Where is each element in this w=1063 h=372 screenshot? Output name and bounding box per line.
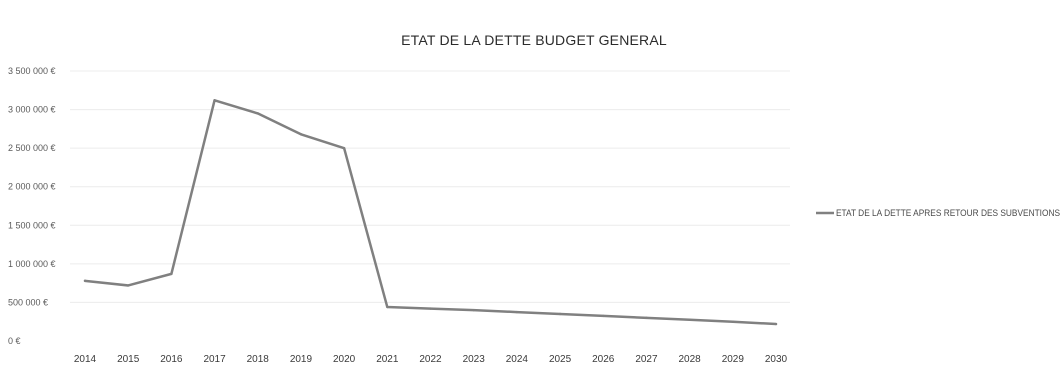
data-point — [256, 112, 259, 115]
data-point — [515, 310, 519, 314]
data-point — [558, 312, 562, 316]
series-line — [83, 99, 778, 326]
y-tick-label: 0 € — [8, 336, 21, 346]
x-tick-label: 2018 — [247, 354, 270, 365]
data-point — [126, 284, 130, 287]
data-point — [472, 308, 475, 312]
x-tick-label: 2025 — [549, 354, 572, 365]
x-tick-label: 2019 — [290, 354, 313, 365]
y-tick-label: 1 000 000 € — [8, 259, 56, 269]
x-tick-label: 2016 — [160, 354, 183, 365]
y-tick-label: 3 500 000 € — [8, 66, 56, 76]
data-point — [731, 320, 735, 323]
data-point — [213, 99, 216, 102]
x-tick-label: 2029 — [722, 354, 745, 365]
x-tick-label: 2024 — [506, 354, 529, 365]
data-point — [342, 146, 346, 150]
data-point — [774, 322, 778, 326]
x-tick-label: 2026 — [592, 354, 615, 365]
series-lines — [83, 99, 778, 326]
x-tick-label: 2028 — [679, 354, 702, 365]
data-point — [602, 314, 605, 318]
y-tick-label: 3 000 000 € — [8, 105, 56, 115]
x-axis-tick-labels: 2014 2015 2016 2017 2018 2019 2020 2021 2022 2023… — [74, 354, 788, 365]
data-point — [299, 133, 303, 136]
x-tick-label: 2027 — [635, 354, 658, 365]
y-tick-label: 2 500 000 € — [8, 143, 56, 153]
data-point — [645, 316, 648, 320]
grid-lines — [70, 70, 790, 303]
data-point — [170, 272, 173, 276]
data-point — [83, 279, 87, 283]
data-point — [386, 305, 389, 309]
x-tick-label: 2022 — [419, 354, 442, 365]
x-tick-label: 2014 — [74, 354, 97, 365]
x-tick-label: 2030 — [765, 354, 788, 365]
x-tick-label: 2023 — [463, 354, 486, 365]
y-axis-tick-labels: 0 € 500 000 € 1 000 000 € 1 500 000 € 2 000 … — [8, 66, 56, 346]
x-tick-label: 2021 — [376, 354, 399, 365]
data-point — [688, 318, 691, 321]
legend-label: ETAT DE LA DETTE APRES RETOUR DES SUBVEN… — [836, 208, 1060, 218]
y-tick-label: 1 500 000 € — [8, 220, 56, 230]
data-point — [429, 307, 432, 310]
x-tick-label: 2015 — [117, 354, 140, 365]
y-tick-label: 2 000 000 € — [8, 182, 56, 192]
x-tick-label: 2017 — [203, 354, 226, 365]
chart-title: ETAT DE LA DETTE BUDGET GENERAL — [401, 32, 667, 48]
y-tick-label: 500 000 € — [8, 297, 48, 307]
x-tick-label: 2020 — [333, 354, 356, 365]
legend: ETAT DE LA DETTE APRES RETOUR DES SUBVEN… — [816, 208, 1060, 218]
